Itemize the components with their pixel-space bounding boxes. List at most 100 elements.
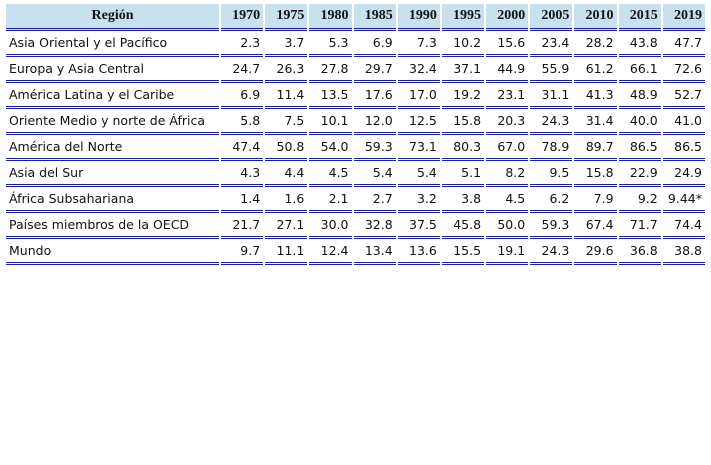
- value-cell: 12.5: [397, 109, 440, 135]
- value-cell: 9.2: [618, 187, 661, 213]
- value-cell: 5.1: [441, 161, 485, 187]
- value-cell: 45.8: [441, 213, 485, 239]
- year-header: 1980: [309, 4, 352, 31]
- value-cell: 17.6: [353, 83, 396, 109]
- value-cell: 37.1: [441, 57, 485, 83]
- value-cell: 66.1: [618, 57, 661, 83]
- table-row: Oriente Medio y norte de África 5.8 7.5 10.…: [6, 109, 705, 135]
- value-cell: 2.7: [353, 187, 396, 213]
- value-cell: 5.3: [309, 31, 352, 57]
- region-cell: Países miembros de la OECD: [6, 213, 219, 239]
- value-cell: 12.4: [309, 239, 352, 265]
- value-cell: 50.0: [486, 213, 529, 239]
- table-row: África Subsahariana 1.4 1.6 2.1 2.7 3.2 3.8 4.5…: [6, 187, 705, 213]
- value-cell: 80.3: [441, 135, 485, 161]
- value-cell: 37.5: [397, 213, 440, 239]
- value-cell: 36.8: [618, 239, 661, 265]
- region-cell: América Latina y el Caribe: [6, 83, 219, 109]
- value-cell: 17.0: [397, 83, 440, 109]
- value-cell: 22.9: [618, 161, 661, 187]
- region-cell: Mundo: [6, 239, 219, 265]
- value-cell: 24.7: [221, 57, 264, 83]
- value-cell: 52.7: [662, 83, 705, 109]
- year-header: 1985: [353, 4, 396, 31]
- value-cell: 1.4: [221, 187, 264, 213]
- value-cell: 9.7: [221, 239, 264, 265]
- value-cell: 32.4: [397, 57, 440, 83]
- value-cell: 73.1: [397, 135, 440, 161]
- value-cell: 24.3: [530, 239, 573, 265]
- value-cell: 23.4: [530, 31, 573, 57]
- value-cell: 30.0: [309, 213, 352, 239]
- value-cell: 40.0: [618, 109, 661, 135]
- value-cell: 3.7: [265, 31, 308, 57]
- year-header: 1990: [397, 4, 440, 31]
- data-table: Región 1970 1975 1980 1985 1990 1995 2000 2005 20…: [4, 4, 707, 265]
- value-cell: 7.3: [397, 31, 440, 57]
- value-cell: 10.2: [441, 31, 485, 57]
- value-cell: 13.6: [397, 239, 440, 265]
- year-header: 2000: [486, 4, 529, 31]
- value-cell: 3.2: [397, 187, 440, 213]
- table-row: América Latina y el Caribe 6.9 11.4 13.5 17.…: [6, 83, 705, 109]
- value-cell: 15.6: [486, 31, 529, 57]
- value-cell: 44.9: [486, 57, 529, 83]
- value-cell: 9.44*: [662, 187, 705, 213]
- region-cell: Asia Oriental y el Pacífico: [6, 31, 219, 57]
- value-cell: 67.4: [574, 213, 617, 239]
- value-cell: 3.8: [441, 187, 485, 213]
- region-cell: Europa y Asia Central: [6, 57, 219, 83]
- value-cell: 4.5: [486, 187, 529, 213]
- value-cell: 1.6: [265, 187, 308, 213]
- value-cell: 31.4: [574, 109, 617, 135]
- value-cell: 2.3: [221, 31, 264, 57]
- value-cell: 38.8: [662, 239, 705, 265]
- year-header: 2005: [530, 4, 573, 31]
- value-cell: 27.8: [309, 57, 352, 83]
- value-cell: 50.8: [265, 135, 308, 161]
- value-cell: 7.5: [265, 109, 308, 135]
- value-cell: 5.8: [221, 109, 264, 135]
- value-cell: 8.2: [486, 161, 529, 187]
- table-row: Europa y Asia Central 24.7 26.3 27.8 29.7 32.…: [6, 57, 705, 83]
- year-header: 1970: [221, 4, 264, 31]
- value-cell: 15.5: [441, 239, 485, 265]
- value-cell: 6.2: [530, 187, 573, 213]
- value-cell: 7.9: [574, 187, 617, 213]
- value-cell: 2.1: [309, 187, 352, 213]
- value-cell: 41.0: [662, 109, 705, 135]
- value-cell: 11.4: [265, 83, 308, 109]
- value-cell: 31.1: [530, 83, 573, 109]
- region-cell: América del Norte: [6, 135, 219, 161]
- value-cell: 74.4: [662, 213, 705, 239]
- value-cell: 27.1: [265, 213, 308, 239]
- value-cell: 43.8: [618, 31, 661, 57]
- value-cell: 32.8: [353, 213, 396, 239]
- value-cell: 59.3: [530, 213, 573, 239]
- region-header: Región: [6, 4, 219, 31]
- value-cell: 41.3: [574, 83, 617, 109]
- value-cell: 29.6: [574, 239, 617, 265]
- year-header: 2010: [574, 4, 617, 31]
- year-header: 1995: [441, 4, 485, 31]
- table-row: Mundo 9.7 11.1 12.4 13.4 13.6 15.5 19.1 24.3 29.6…: [6, 239, 705, 265]
- value-cell: 24.3: [530, 109, 573, 135]
- header-row: Región 1970 1975 1980 1985 1990 1995 2000 2005 20…: [6, 4, 705, 31]
- year-header: 2015: [618, 4, 661, 31]
- value-cell: 4.3: [221, 161, 264, 187]
- table-row: Asia Oriental y el Pacífico 2.3 3.7 5.3 6.9 7…: [6, 31, 705, 57]
- value-cell: 23.1: [486, 83, 529, 109]
- value-cell: 48.9: [618, 83, 661, 109]
- value-cell: 6.9: [353, 31, 396, 57]
- value-cell: 55.9: [530, 57, 573, 83]
- year-header: 2019: [662, 4, 705, 31]
- value-cell: 61.2: [574, 57, 617, 83]
- value-cell: 15.8: [441, 109, 485, 135]
- year-header: 1975: [265, 4, 308, 31]
- value-cell: 13.5: [309, 83, 352, 109]
- value-cell: 28.2: [574, 31, 617, 57]
- value-cell: 86.5: [662, 135, 705, 161]
- value-cell: 5.4: [353, 161, 396, 187]
- value-cell: 67.0: [486, 135, 529, 161]
